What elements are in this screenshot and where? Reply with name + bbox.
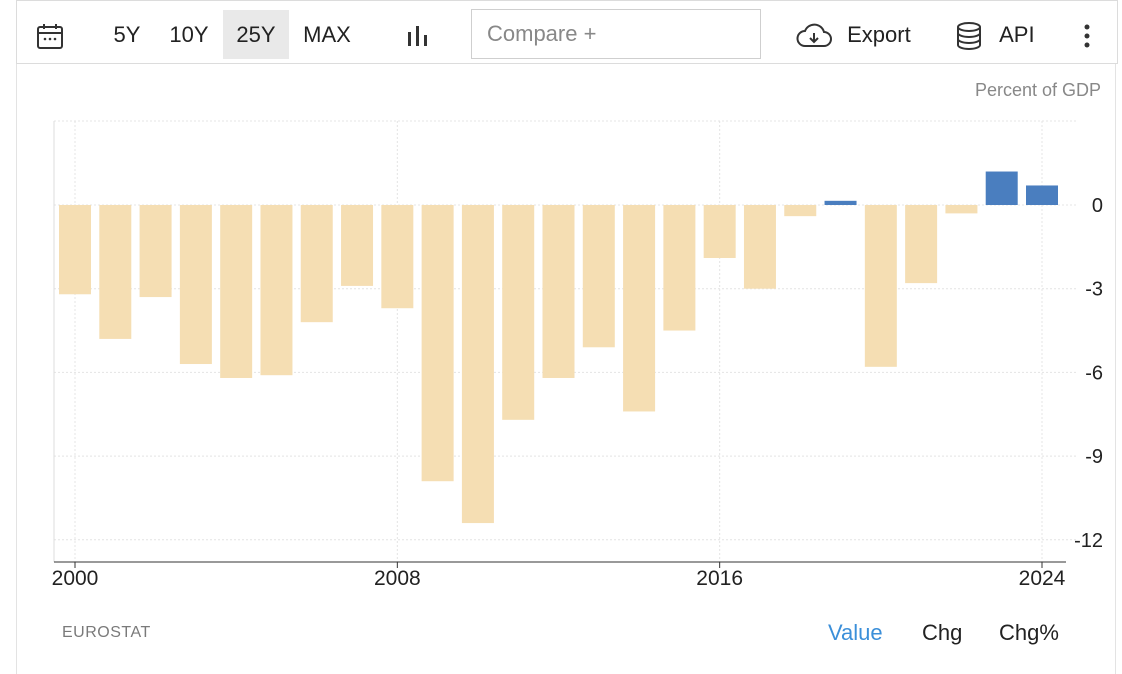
bar-2006 [300, 205, 333, 323]
bar-2007 [341, 205, 374, 286]
bar-2019 [824, 200, 857, 205]
bar-2000 [59, 205, 91, 295]
bar-2011 [502, 205, 535, 420]
bar-2022 [945, 205, 978, 214]
export-button[interactable]: Export [795, 10, 915, 59]
x-tick-label: 2008 [374, 567, 421, 590]
cloud-download-icon [795, 22, 839, 48]
chart-toolbar: 5Y 10Y 25Y MAX Compare + Export [16, 0, 1118, 64]
chart-panel [16, 0, 1116, 674]
api-label: API [999, 22, 1035, 47]
y-tick-label: -6 [1085, 362, 1103, 384]
bar-2016 [703, 205, 736, 259]
view-chg-pct-tab[interactable]: Chg% [999, 620, 1059, 645]
y-tick-label: -9 [1085, 446, 1103, 468]
bar-2017 [743, 205, 776, 289]
range-max-button[interactable]: MAX [303, 22, 351, 47]
x-tick-label: 2000 [52, 567, 99, 590]
x-tick-label: 2024 [1019, 567, 1066, 590]
bar-2002 [139, 205, 172, 298]
x-tick-label: 2016 [696, 567, 743, 590]
y-tick-label: 0 [1092, 195, 1103, 217]
database-icon [955, 22, 989, 51]
bar-2004 [220, 205, 253, 378]
bar-2013 [582, 205, 615, 348]
bar-chart-icon[interactable] [401, 10, 435, 59]
view-chg-tab[interactable]: Chg [922, 620, 963, 645]
bar-2023 [985, 171, 1018, 205]
y-tick-label: -3 [1085, 279, 1103, 301]
compare-input[interactable]: Compare + [471, 9, 761, 59]
bar-2003 [179, 205, 212, 365]
bar-2018 [784, 205, 817, 217]
bar-2020 [864, 205, 897, 367]
export-label: Export [847, 22, 911, 47]
bar-2010 [461, 205, 494, 524]
bar-2001 [99, 205, 132, 339]
range-25y-button[interactable]: 25Y [223, 10, 289, 59]
source-label: EUROSTAT [62, 624, 151, 641]
bar-2015 [663, 205, 696, 331]
api-button[interactable]: API [955, 10, 1055, 59]
bar-2014 [623, 205, 656, 412]
unit-label: Percent of GDP [974, 80, 1101, 100]
view-value-tab[interactable]: Value [828, 620, 883, 645]
bar-2009 [421, 205, 454, 482]
bar-2008 [381, 205, 414, 309]
calendar-icon[interactable] [34, 10, 66, 59]
range-5y-button[interactable]: 5Y [113, 22, 141, 47]
bar-2021 [905, 205, 938, 284]
bar-2024 [1026, 185, 1058, 205]
bar-2012 [542, 205, 575, 378]
bar-2005 [260, 205, 293, 376]
y-tick-label: -12 [1074, 530, 1103, 552]
more-vertical-icon[interactable] [1075, 10, 1099, 59]
range-10y-button[interactable]: 10Y [169, 22, 209, 47]
